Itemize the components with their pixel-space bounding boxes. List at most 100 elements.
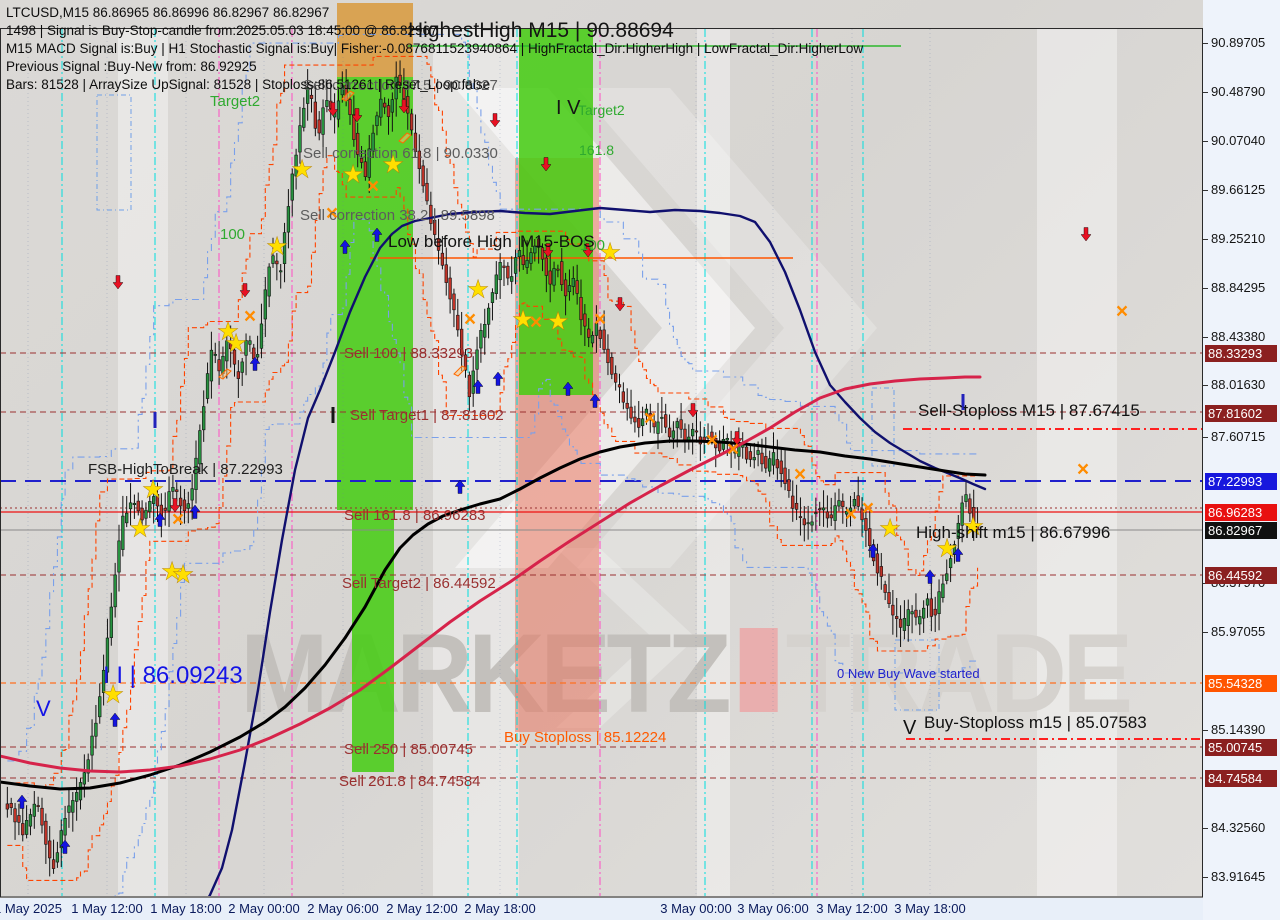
sell-arrow-icon (489, 113, 501, 128)
annotation-label: FSB-HighToBreak | 87.22993 (88, 461, 283, 478)
price-level-badge: 87.81602 (1205, 404, 1277, 422)
time-tick-label: 1 May 18:00 (150, 901, 222, 916)
sell-arrow-icon (540, 157, 552, 172)
price-tick-mark (1203, 385, 1208, 386)
price-tick-label: 89.66125 (1211, 182, 1266, 197)
buy-arrow-icon (339, 239, 351, 254)
star-signal-icon: ★ (880, 516, 901, 542)
star-signal-icon: ★ (292, 157, 313, 183)
annotation-label: HighestHigh M15 | 90.88694 (408, 19, 674, 42)
buy-arrow-icon (59, 839, 71, 854)
price-level-badge: 85.00745 (1205, 738, 1277, 756)
ma-black (1, 439, 987, 791)
green-zone-a-tail (352, 510, 394, 772)
info-line-signal: 1498 | Signal is Buy-Stop-candle from:20… (6, 23, 438, 38)
buy-arrow-icon (867, 543, 879, 558)
annotation-label: Sell correction 87.5 | 90.6027 (303, 77, 498, 94)
star-signal-icon: ★ (383, 152, 404, 178)
price-tick-mark (1203, 43, 1208, 44)
signal-markers: ★★★★★★★ ★ ★★★★ ★★★★★★×××× × ××× ××× ×××× (16, 90, 1128, 854)
annotation-label: Sell Target2 | 86.44592 (342, 575, 496, 592)
candles-layer[interactable] (5, 60, 980, 877)
consolidation-boxes (96, 94, 940, 711)
plot-frame (0, 28, 1203, 898)
annotation-label: Sell 100 | 88.33293 (344, 345, 474, 362)
time-tick-label: 3 May 12:00 (816, 901, 888, 916)
annotation-label: 161.8 (579, 142, 615, 158)
price-tick-mark (1203, 632, 1208, 633)
buy-arrow-icon (249, 356, 261, 371)
buy-arrow-icon (189, 504, 201, 519)
close-signal-icon: × (464, 308, 476, 331)
price-tick-label: 83.91645 (1211, 869, 1266, 884)
price-tick-label: 87.60715 (1211, 429, 1266, 444)
price-tick-mark (1203, 730, 1208, 731)
session-column (433, 29, 519, 896)
sell-arrow-icon (687, 403, 699, 418)
slash-signal-icon (341, 90, 355, 102)
time-tick-label: 2 May 06:00 (307, 901, 379, 916)
close-signal-icon: × (644, 407, 656, 430)
bar-tick-icon (961, 394, 965, 410)
sell-arrow-icon (239, 283, 251, 298)
annotation-label: 0 New Buy Wave started (837, 666, 980, 681)
annotation-label: I V (556, 97, 581, 119)
price-level-badge: 86.44592 (1205, 566, 1277, 584)
star-signal-icon: ★ (218, 319, 239, 345)
annotation-label: Target2 (210, 93, 261, 110)
annotation-label: Sell-Stoploss M15 | 87.67415 (918, 401, 1140, 420)
price-tick-label: 88.43380 (1211, 329, 1266, 344)
info-line-previous: Previous Signal :Buy-New from: 86.92925 (6, 59, 257, 74)
price-tick-mark (1203, 877, 1208, 878)
fractal-envelope-blue (7, 33, 978, 896)
sell-arrow-icon (731, 431, 743, 446)
star-signal-icon: ★ (267, 234, 288, 260)
close-signal-icon: × (594, 308, 606, 331)
session-column (118, 29, 168, 896)
annotation-label: Sell 161.8 | 86.96283 (344, 507, 486, 524)
ma-navy (207, 206, 987, 896)
price-tick-mark (1203, 239, 1208, 240)
time-axis[interactable]: 1 May 2025 1 May 12:00 1 May 18:00 2 May 00… (0, 898, 1203, 920)
price-tick-label: 84.32560 (1211, 820, 1266, 835)
fractal-envelope-orange (7, 55, 979, 881)
close-signal-icon: × (1077, 458, 1089, 481)
annotation-label: Low before High (388, 232, 512, 251)
green-zone-a (337, 77, 413, 510)
slash-signal-icon (398, 132, 412, 144)
sell-arrow-icon (582, 243, 594, 258)
star-signal-icon: ★ (343, 162, 364, 188)
close-signal-icon: × (794, 463, 806, 486)
price-tick-label: 88.01630 (1211, 377, 1266, 392)
buy-arrow-icon (371, 227, 383, 242)
sell-arrow-icon (1080, 227, 1092, 242)
annotation-label: Sell correction 61.8 | 90.0330 (303, 145, 498, 162)
price-axis[interactable]: 90.89705 90.48790 90.07040 89.66125 89.25210… (1203, 0, 1280, 920)
close-signal-icon: × (862, 497, 874, 520)
symbol-info-block: LTCUSD,M15 86.86965 86.86996 86.82967 86… (6, 4, 863, 94)
info-line-indicators: M15 MACD Signal is:Buy | H1 Stochastic S… (6, 41, 864, 56)
price-tick-mark (1203, 437, 1208, 438)
slash-signal-icon (218, 368, 232, 380)
time-tick-label: 3 May 00:00 (660, 901, 732, 916)
sell-arrow-icon (542, 243, 554, 258)
sell-arrow-icon (327, 102, 339, 117)
price-tick-label: 85.14390 (1211, 722, 1266, 737)
price-tick-label: 90.89705 (1211, 35, 1266, 50)
price-level-badge: 88.33293 (1205, 344, 1277, 362)
star-signal-icon: ★ (937, 536, 958, 562)
annotation-label: 100 (220, 226, 246, 243)
star-signal-icon: ★ (143, 477, 164, 503)
bar-tick-icon (153, 412, 157, 428)
annotation-label: Buy-Stoploss m15 | 85.07583 (924, 713, 1147, 732)
info-line-quote: LTCUSD,M15 86.86965 86.86996 86.82967 86… (6, 5, 330, 20)
annotation-label: High-shift m15 | 86.67996 (916, 523, 1111, 542)
price-tick-label: 85.97055 (1211, 624, 1266, 639)
price-tick-mark (1203, 583, 1208, 584)
price-tick-label: 90.48790 (1211, 84, 1266, 99)
star-signal-icon: ★ (513, 307, 534, 333)
level-lines (0, 45, 1202, 779)
price-tick-label: 88.84295 (1211, 280, 1266, 295)
star-signal-icon: ★ (130, 516, 151, 542)
